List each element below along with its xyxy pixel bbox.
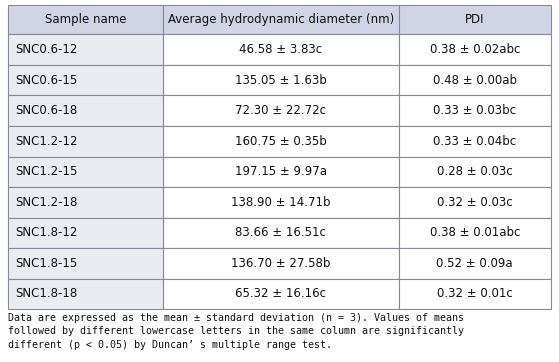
Text: SNC0.6-18: SNC0.6-18 [15,104,77,117]
Text: 136.70 ± 27.58b: 136.70 ± 27.58b [231,257,330,270]
Text: Average hydrodynamic diameter (nm): Average hydrodynamic diameter (nm) [168,13,394,26]
Text: PDI: PDI [465,13,485,26]
Text: SNC1.8-15: SNC1.8-15 [15,257,77,270]
Text: SNC1.2-12: SNC1.2-12 [15,135,78,148]
Bar [163,5,399,34]
Bar [8,65,163,96]
Bar [163,126,399,156]
Bar [163,248,399,279]
Bar [163,218,399,248]
Text: 46.58 ± 3.83c: 46.58 ± 3.83c [239,43,323,56]
Bar [399,218,551,248]
Text: SNC1.8-18: SNC1.8-18 [15,287,77,300]
Text: 0.33 ± 0.03bc: 0.33 ± 0.03bc [433,104,516,117]
Text: 0.32 ± 0.03c: 0.32 ± 0.03c [437,196,513,209]
Bar [8,156,163,187]
Text: 72.30 ± 22.72c: 72.30 ± 22.72c [235,104,326,117]
Text: 0.48 ± 0.00ab: 0.48 ± 0.00ab [433,73,517,87]
Text: different (p < 0.05) by Duncan’ s multiple range test.: different (p < 0.05) by Duncan’ s multip… [8,340,333,350]
Text: SNC0.6-15: SNC0.6-15 [15,73,77,87]
Bar [399,126,551,156]
Bar [8,126,163,156]
Bar [399,156,551,187]
Bar [8,218,163,248]
Bar [8,248,163,279]
Text: 138.90 ± 14.71b: 138.90 ± 14.71b [231,196,330,209]
Text: Data are expressed as the mean ± standard deviation (n = 3). Values of means: Data are expressed as the mean ± standar… [8,313,465,323]
Bar [163,156,399,187]
Text: 0.52 ± 0.09a: 0.52 ± 0.09a [437,257,513,270]
Text: SNC1.2-18: SNC1.2-18 [15,196,78,209]
Bar [163,65,399,96]
Text: 65.32 ± 16.16c: 65.32 ± 16.16c [235,287,326,300]
Bar [399,5,551,34]
Bar [8,5,163,34]
Text: Sample name: Sample name [45,13,126,26]
Text: SNC0.6-12: SNC0.6-12 [15,43,78,56]
Text: 0.38 ± 0.02abc: 0.38 ± 0.02abc [429,43,520,56]
Text: SNC1.8-12: SNC1.8-12 [15,226,78,239]
Text: followed by different lowercase letters in the same column are significantly: followed by different lowercase letters … [8,327,465,336]
Bar [8,34,163,65]
Text: 83.66 ± 16.51c: 83.66 ± 16.51c [235,226,326,239]
Bar [399,187,551,218]
Bar [163,279,399,309]
Bar [399,65,551,96]
Text: 160.75 ± 0.35b: 160.75 ± 0.35b [235,135,326,148]
Text: 0.28 ± 0.03c: 0.28 ± 0.03c [437,165,513,178]
Text: 0.32 ± 0.01c: 0.32 ± 0.01c [437,287,513,300]
Bar [163,34,399,65]
Text: SNC1.2-15: SNC1.2-15 [15,165,78,178]
Bar [163,96,399,126]
Text: 0.33 ± 0.04bc: 0.33 ± 0.04bc [433,135,517,148]
Text: 197.15 ± 9.97a: 197.15 ± 9.97a [235,165,327,178]
Bar [8,187,163,218]
Text: 0.38 ± 0.01abc: 0.38 ± 0.01abc [429,226,520,239]
Bar [163,187,399,218]
Text: 135.05 ± 1.63b: 135.05 ± 1.63b [235,73,326,87]
Bar [8,96,163,126]
Bar [8,279,163,309]
Bar [399,96,551,126]
Bar [399,248,551,279]
Bar [399,279,551,309]
Bar [399,34,551,65]
